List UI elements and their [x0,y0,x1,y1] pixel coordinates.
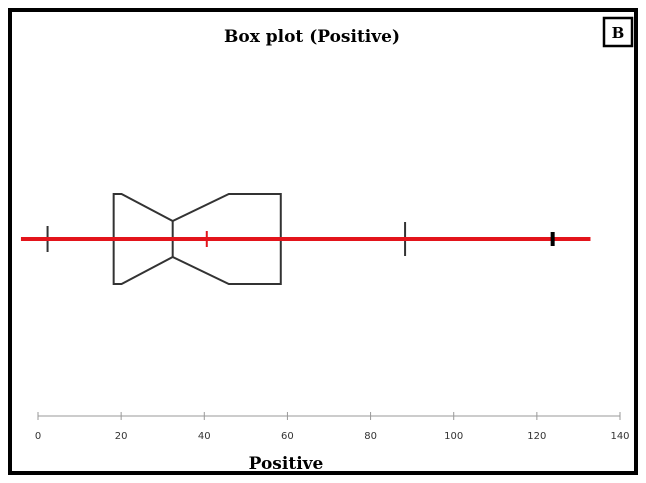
x-tick-label-100: 100 [444,431,463,442]
x-tick-label-140: 140 [610,431,629,442]
chart-frame: Box plot (Positive) B 0 20 40 60 80 100 120 140… [8,8,638,475]
x-tick-label-120: 120 [527,431,546,442]
x-tick-label-0: 0 [35,431,41,442]
x-tick-label-40: 40 [198,431,211,442]
x-tick-label-80: 80 [364,431,377,442]
panel-label-box: B [602,16,634,48]
box-plot-chart: Box plot (Positive) B 0 20 40 60 80 100 120 140… [20,16,634,471]
plot-marks [20,193,591,285]
x-axis-label: Positive [249,454,324,471]
chart-title: Box plot (Positive) [224,27,400,47]
panel-label: B [612,24,625,42]
x-tick-label-60: 60 [281,431,294,442]
panel-label-border [602,16,634,48]
notched-box [112,193,282,285]
x-tick-label-20: 20 [115,431,128,442]
x-axis: 0 20 40 60 80 100 120 140 [35,412,630,442]
